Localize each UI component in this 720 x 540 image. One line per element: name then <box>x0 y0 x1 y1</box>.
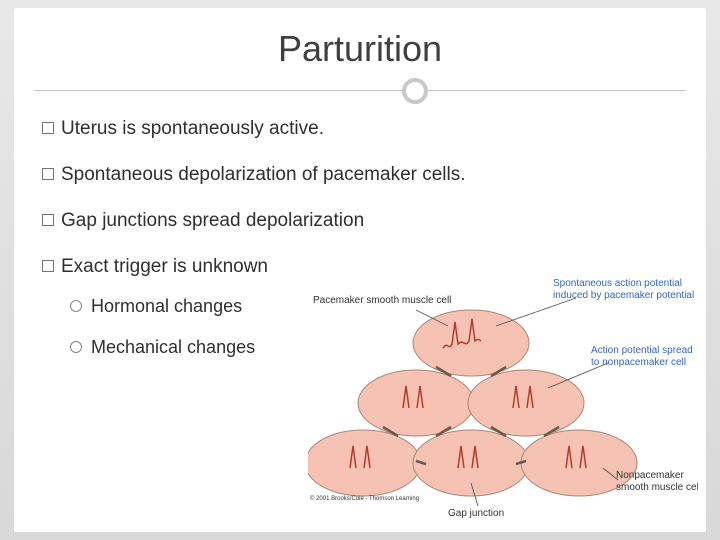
square-bullet-icon <box>42 214 54 226</box>
bullet-2: Spontaneous depolarization of pacemaker … <box>42 164 678 186</box>
label-spontaneous-2: induced by pacemaker potential <box>553 290 694 301</box>
diagram-copyright: © 2001 Brooks/Cole - Thomson Learning <box>310 495 419 502</box>
content-area: Parturition Uterus is spontaneously acti… <box>14 8 706 532</box>
square-bullet-icon <box>42 260 54 272</box>
label-gap: Gap junction <box>448 508 504 518</box>
slide-frame: Parturition Uterus is spontaneously acti… <box>0 0 720 540</box>
slide-title: Parturition <box>14 28 706 70</box>
bullet-1-text: Uterus is spontaneously active. <box>61 118 324 140</box>
label-nonpacemaker-1: Nonpacemaker <box>616 470 684 481</box>
label-pacemaker: Pacemaker smooth muscle cell <box>313 295 451 306</box>
title-circle-icon <box>402 78 428 104</box>
subbullet-1-text: Hormonal changes <box>91 296 242 317</box>
bullet-4-text: Exact trigger is unknown <box>61 256 268 278</box>
circle-bullet-icon <box>70 341 82 353</box>
label-spread-2: to nonpacemaker cell <box>591 357 686 368</box>
bullet-1: Uterus is spontaneously active. <box>42 118 678 140</box>
label-spread-1: Action potential spread <box>591 345 693 356</box>
label-spontaneous-1: Spontaneous action potential <box>553 278 682 289</box>
square-bullet-icon <box>42 122 54 134</box>
subbullet-2-text: Mechanical changes <box>91 337 255 358</box>
bullet-2-text: Spontaneous depolarization of pacemaker … <box>61 164 466 186</box>
title-divider <box>34 90 686 91</box>
square-bullet-icon <box>42 168 54 180</box>
smooth-muscle-diagram: Pacemaker smooth muscle cell Spontaneous… <box>308 268 698 518</box>
bullet-3-text: Gap junctions spread depolarization <box>61 210 364 232</box>
circle-bullet-icon <box>70 300 82 312</box>
bullet-3: Gap junctions spread depolarization <box>42 210 678 232</box>
label-nonpacemaker-2: smooth muscle cell <box>616 482 698 493</box>
